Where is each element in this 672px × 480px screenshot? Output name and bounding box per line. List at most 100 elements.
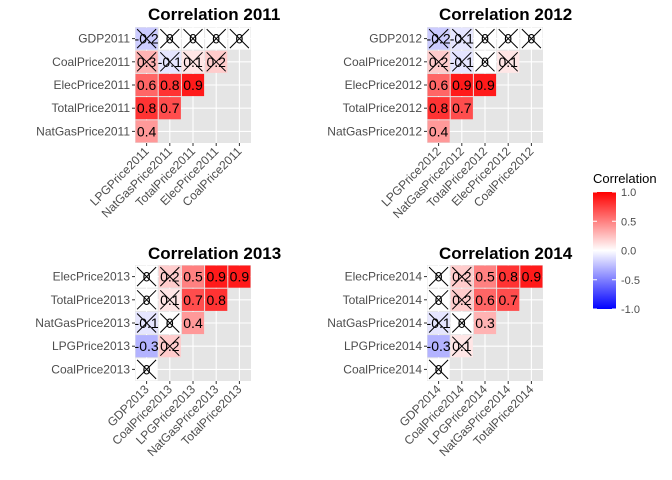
y-tick-label: ElecPrice2014 <box>345 270 423 284</box>
insignificant-cross-mark <box>451 28 472 49</box>
insignificant-cross-mark <box>428 359 449 380</box>
insignificant-cross-mark <box>159 313 180 333</box>
cell-value-label: 0.9 <box>522 269 542 285</box>
cell-value-label: -0.3 <box>427 338 451 354</box>
insignificant-cross-mark <box>229 28 250 49</box>
heatmap-cell <box>450 73 473 97</box>
insignificant-cross-mark <box>428 266 449 287</box>
cell-value-label: 0.8 <box>498 269 518 285</box>
cell-value-label: 0.8 <box>206 292 226 308</box>
cell-value-label: 0.4 <box>429 123 449 139</box>
heatmap-cell <box>473 73 497 97</box>
insignificant-cross-mark <box>451 313 472 333</box>
cell-value-label: 0.7 <box>183 292 203 308</box>
y-tick-label: TotalPrice2013 <box>51 293 131 307</box>
heatmap-cell <box>473 265 497 288</box>
panel-title: Correlation 2013 <box>148 244 281 263</box>
y-tick-label: GDP2011 <box>78 32 130 46</box>
y-tick-label: TotalPrice2012 <box>343 101 423 115</box>
insignificant-cross-mark <box>428 313 449 333</box>
heatmap-cell <box>205 288 228 311</box>
heatmap-cell <box>158 97 181 120</box>
insignificant-cross-mark <box>451 289 472 310</box>
insignificant-cross-mark <box>183 51 203 72</box>
insignificant-cross-mark <box>475 51 495 72</box>
y-tick-label: NatGasPrice2011 <box>36 124 130 138</box>
y-tick-label: NatGasPrice2014 <box>327 316 422 330</box>
insignificant-cross-mark <box>136 51 157 72</box>
heatmap-panel-4: Correlation 2014 ElecPrice2014 TotalPrice2… <box>327 244 572 459</box>
insignificant-cross-mark <box>136 359 157 380</box>
insignificant-cross-mark <box>498 28 519 49</box>
legend-tick-label: 1.0 <box>621 187 636 199</box>
heatmap-cell <box>135 120 158 143</box>
panel-title: Correlation 2012 <box>439 5 572 24</box>
heatmap-cell <box>427 73 450 97</box>
cell-value-label: 0.9 <box>206 269 226 285</box>
heatmap-cell <box>135 97 158 120</box>
y-tick-label: CoalPrice2011 <box>52 55 130 69</box>
insignificant-cross-mark <box>136 313 157 333</box>
panel-title: Correlation 2014 <box>439 244 573 263</box>
y-tick-label: LPGPrice2014 <box>344 339 422 353</box>
insignificant-cross-mark <box>428 289 449 310</box>
heatmap-cell <box>520 265 543 288</box>
heatmap-cell <box>427 97 450 120</box>
cell-value-label: 0.6 <box>137 77 157 93</box>
cell-value-label: 0.8 <box>429 100 449 116</box>
heatmap-cell <box>497 288 520 311</box>
insignificant-cross-mark <box>451 51 472 72</box>
y-tick-label: ElecPrice2013 <box>53 270 131 284</box>
cell-value-label: 0.3 <box>475 315 495 331</box>
cell-value-label: 0.9 <box>183 77 203 93</box>
y-tick-label: TotalPrice2011 <box>52 101 131 115</box>
y-tick-label: GDP2012 <box>369 32 422 46</box>
y-tick-label: ElecPrice2011 <box>54 78 131 92</box>
insignificant-cross-mark <box>451 336 472 357</box>
legend-tick-label: 0.5 <box>621 216 636 228</box>
legend-tick-label: -0.5 <box>621 275 640 287</box>
cell-value-label: 0.4 <box>137 123 157 139</box>
heatmap-cell <box>427 335 450 358</box>
insignificant-cross-mark <box>428 28 449 49</box>
cell-value-label: 0.9 <box>230 269 250 285</box>
heatmap-cell <box>135 73 158 97</box>
cell-value-label: 0.6 <box>429 77 449 93</box>
insignificant-cross-mark <box>206 28 227 49</box>
heatmap-cell <box>427 120 450 143</box>
legend-tick-label: -1.0 <box>621 304 640 316</box>
heatmap-cell <box>181 288 205 311</box>
heatmap-panel-3: Correlation 2013 ElecPrice2013 TotalPrice2… <box>35 244 281 459</box>
heatmap-cell <box>158 73 181 97</box>
insignificant-cross-mark <box>206 51 227 72</box>
y-tick-label: CoalPrice2013 <box>51 362 130 376</box>
heatmap-cell <box>473 311 497 335</box>
y-tick-label: CoalPrice2014 <box>343 362 422 376</box>
heatmap-cell <box>228 265 251 288</box>
heatmap-cell <box>473 288 497 311</box>
legend-tick-label: 0.0 <box>621 246 636 258</box>
heatmap-cell <box>181 73 205 97</box>
insignificant-cross-mark <box>428 51 449 72</box>
legend-colorbar <box>593 192 616 309</box>
heatmap-cell <box>181 311 205 335</box>
y-tick-label: NatGasPrice2013 <box>35 316 130 330</box>
cell-value-label: 0.5 <box>475 269 495 285</box>
insignificant-cross-mark <box>498 51 519 72</box>
insignificant-cross-mark <box>159 336 180 357</box>
heatmap-cell <box>181 265 205 288</box>
panel-title: Correlation 2011 <box>148 5 280 24</box>
heatmap-cell <box>205 265 228 288</box>
insignificant-cross-mark <box>475 28 495 49</box>
cell-value-label: 0.8 <box>160 77 180 93</box>
heatmap-panel-2: Correlation 2012 GDP2012 CoalPrice2012 Elec… <box>327 5 572 221</box>
y-tick-label: ElecPrice2012 <box>345 78 423 92</box>
insignificant-cross-mark <box>159 266 180 287</box>
cell-value-label: 0.7 <box>498 292 518 308</box>
cell-value-label: 0.9 <box>452 77 472 93</box>
cell-value-label: 0.6 <box>475 292 495 308</box>
insignificant-cross-mark <box>136 28 157 49</box>
y-tick-label: LPGPrice2013 <box>52 339 130 353</box>
